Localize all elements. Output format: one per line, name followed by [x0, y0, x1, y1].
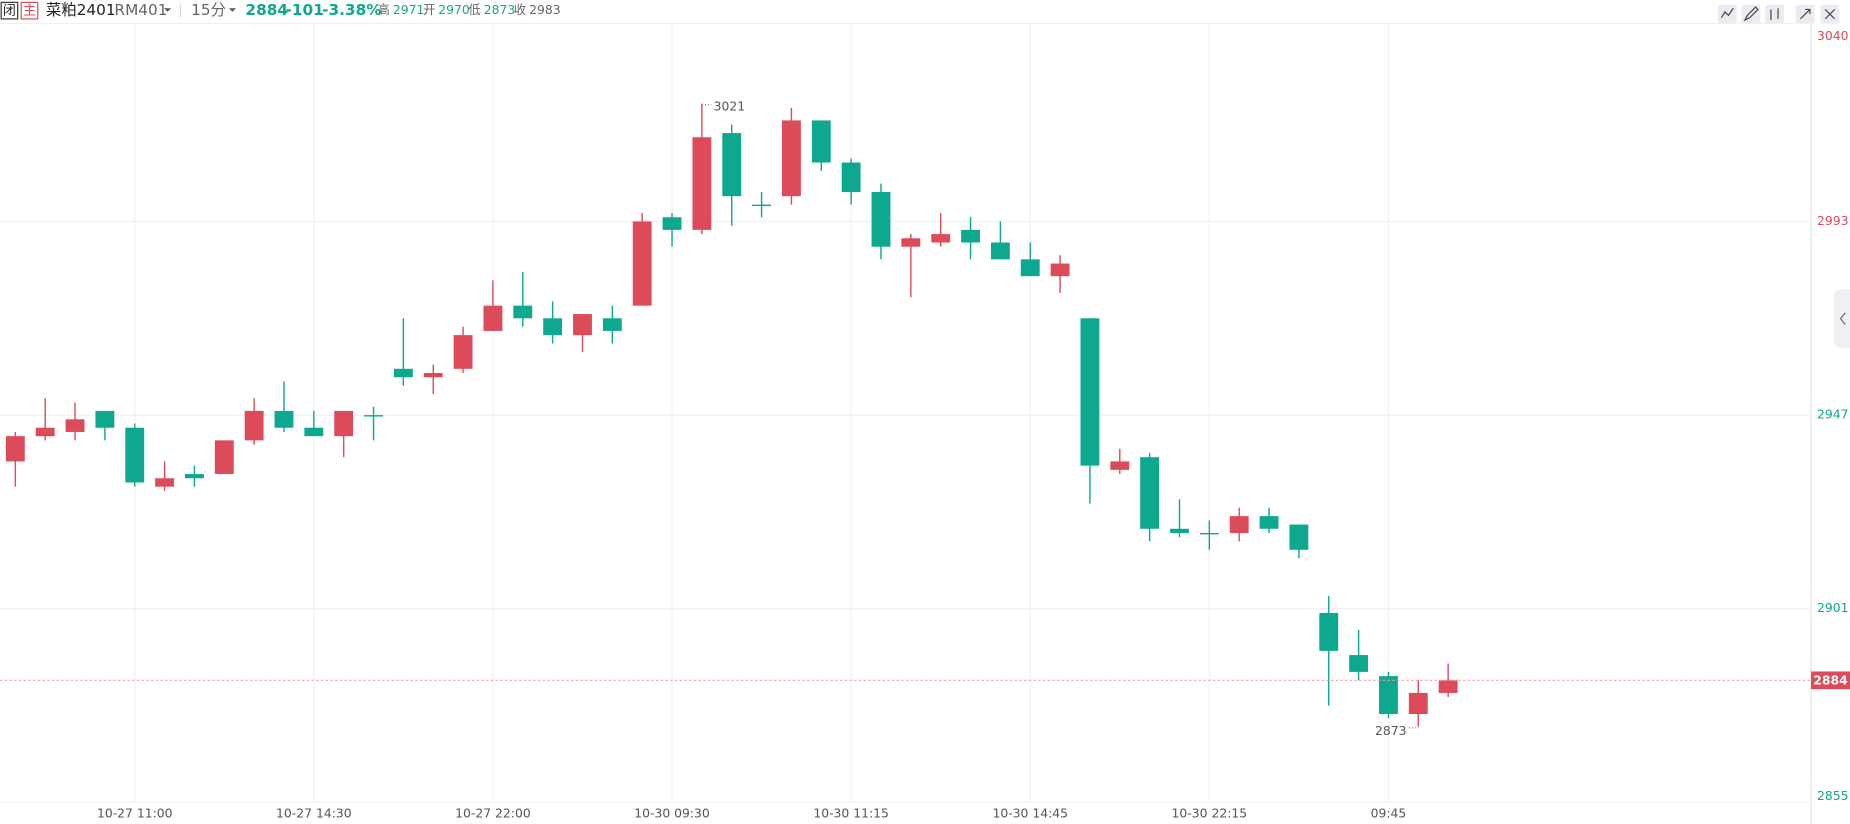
candle-body [990, 242, 1010, 260]
stat-label: 收 [514, 3, 526, 17]
icon [1800, 8, 1811, 20]
stat-label: 高 [378, 2, 390, 17]
candle-body [752, 204, 772, 207]
dropdown-arrow[interactable] [163, 8, 172, 12]
main-tag[interactable]: 主 [23, 4, 36, 19]
icon [1720, 7, 1734, 19]
icon [1839, 312, 1846, 325]
candle-body [1408, 692, 1428, 715]
candle-body [1199, 532, 1219, 535]
candle-body [185, 474, 204, 479]
candle-body [334, 410, 354, 437]
status: 闭 [3, 4, 16, 19]
candle-body [1438, 680, 1458, 693]
instrument-name[interactable]: 菜粕2401 [46, 1, 116, 19]
icon [1824, 9, 1836, 20]
candle-body [692, 137, 712, 230]
period[interactable]: 15分 [191, 1, 226, 19]
candle-body [602, 318, 622, 331]
side-tab[interactable] [1833, 289, 1850, 349]
candle-body [5, 436, 25, 462]
stat-value: 2983 [529, 3, 560, 17]
candle-body [811, 120, 831, 163]
candle-body [244, 410, 264, 441]
candle-body [961, 229, 980, 243]
candle-body [901, 238, 921, 247]
y-tick-label: 2993 [1817, 214, 1848, 228]
candle-body [1020, 259, 1040, 277]
candle-body [35, 427, 55, 437]
toolbar [1717, 4, 1840, 24]
candle-body [543, 318, 563, 336]
candle-body [483, 305, 503, 331]
x-tick-label: 10-27 22:00 [455, 807, 531, 821]
candle-body [632, 221, 652, 306]
stat-label: 低 [468, 3, 480, 17]
stat-label: 开 [423, 3, 435, 17]
icon [1743, 6, 1759, 22]
stat-value: 2970 [438, 3, 470, 17]
y-tick-label: 3040 [1817, 29, 1849, 43]
x-tick-label: 10-30 11:15 [813, 807, 889, 821]
candle-body [1289, 524, 1309, 550]
candle-body [573, 314, 592, 336]
low-annotation: 2873 [1375, 724, 1406, 738]
stat-value: 2873 [484, 3, 515, 17]
change: -101 [286, 1, 324, 19]
x-tick-label: 10-30 14:45 [992, 807, 1068, 821]
candle-body [125, 427, 145, 483]
candle-body [1349, 655, 1369, 672]
dropdown-arrow[interactable] [228, 8, 236, 12]
x-tick-label: 10-27 14:30 [276, 807, 352, 821]
candle-body [782, 120, 801, 197]
candle-body [1319, 612, 1339, 651]
candle-body [274, 410, 294, 428]
candle-body [155, 478, 175, 487]
high-annotation: 3021 [714, 100, 745, 114]
candle-body [95, 410, 115, 428]
last-price-label: 2884 [1813, 673, 1848, 687]
candle-body [214, 440, 234, 475]
candle-body [453, 335, 473, 369]
x-tick-label: 10-30 22:15 [1172, 807, 1248, 821]
price: 2884 [245, 1, 288, 19]
status-box [0, 1, 19, 20]
candle-body [1170, 528, 1189, 533]
instrument-code[interactable]: RM401 [114, 1, 167, 19]
candle-body [423, 373, 443, 378]
candle-body [871, 191, 891, 247]
tool-button[interactable] [1765, 4, 1784, 24]
y-tick-label: 2901 [1817, 601, 1848, 615]
candle-body [931, 234, 951, 243]
candle-body [304, 427, 324, 437]
y-tick-label: 2947 [1817, 408, 1848, 422]
candle-body [662, 217, 682, 230]
candle-body [1229, 516, 1249, 533]
x-tick-label: 10-27 11:00 [97, 807, 173, 821]
x-tick-label: 09:45 [1371, 807, 1407, 821]
candle-body [65, 419, 85, 432]
candle-body [841, 162, 861, 192]
last-price-badge [1811, 671, 1850, 690]
candle-body [1140, 457, 1160, 529]
change-pct: -3.38% [322, 1, 382, 19]
candle-body [1050, 263, 1070, 277]
candle-body [1379, 676, 1398, 715]
candle-body [722, 133, 742, 197]
candle-body [364, 415, 383, 417]
stat-value: 2971 [393, 3, 424, 17]
candle-body [513, 305, 533, 319]
y-tick-label: 2855 [1817, 789, 1848, 803]
x-tick-label: 10-30 09:30 [634, 807, 710, 821]
icon [1770, 8, 1779, 21]
candle-body [1110, 461, 1130, 470]
candle-body [1259, 516, 1279, 529]
candle-body [1080, 318, 1100, 466]
candle-body [393, 368, 413, 378]
main-box[interactable] [20, 1, 39, 20]
